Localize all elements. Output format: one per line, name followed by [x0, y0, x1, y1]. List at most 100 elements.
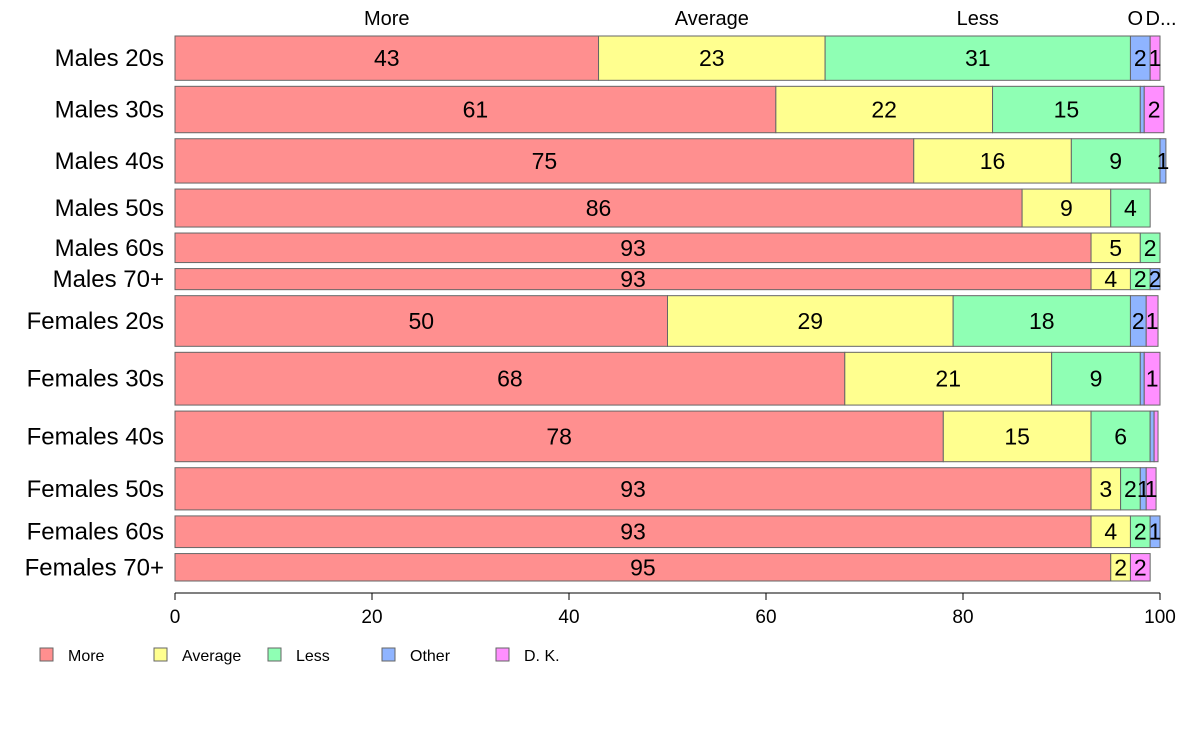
data-label: 93 — [620, 235, 646, 261]
data-label: 29 — [798, 308, 824, 334]
bar-row-females-60s: 93 4 2 1 — [174, 515, 1162, 549]
data-label: 21 — [935, 366, 961, 392]
column-header-other: O — [1128, 8, 1144, 30]
row-label: Females 60s — [27, 519, 164, 546]
data-label: 1 — [1149, 45, 1162, 71]
bar-segment-average — [775, 85, 994, 134]
legend-item-d-k: D. K. — [495, 647, 560, 665]
row-labels-group: Males 20s Males 30s Males 40s Males 50s Male… — [25, 45, 164, 581]
data-label: 6 — [1114, 423, 1127, 449]
bar-segment-d-k — [1145, 295, 1159, 347]
legend-item-more: More — [39, 647, 105, 665]
data-label: 61 — [463, 97, 489, 123]
bar-segment-more — [174, 138, 915, 184]
bar-segment-more — [174, 188, 1023, 228]
data-label: 50 — [408, 308, 434, 334]
bar-row-females-30s: 68 21 9 1 — [174, 351, 1161, 406]
bar-segment-less — [992, 85, 1141, 134]
data-label: 22 — [871, 97, 897, 123]
data-label: 2 — [1134, 45, 1147, 71]
column-header-d-k: D... — [1146, 8, 1177, 30]
data-label: 1 — [1145, 476, 1158, 502]
data-label: 2 — [1132, 308, 1145, 334]
data-label: 9 — [1090, 366, 1103, 392]
data-label: 75 — [532, 148, 558, 174]
data-label: 2 — [1148, 97, 1161, 123]
row-label: Males 50s — [55, 195, 164, 222]
x-tick-label: 40 — [558, 607, 579, 628]
data-label: 9 — [1060, 195, 1073, 221]
row-label: Males 20s — [55, 45, 164, 72]
data-label: 43 — [374, 45, 400, 71]
bars-group: 43 23 31 2 161 22 15 275 16 9 186 9 493 5 293 4 2 250 29 18… — [174, 35, 1169, 582]
bar-segment-average — [1090, 467, 1122, 511]
column-header-more: More — [364, 8, 410, 30]
data-label: 15 — [1054, 97, 1080, 123]
bar-segment-more — [174, 295, 668, 347]
bar-row-females-40s: 78 15 6 — [174, 410, 1159, 463]
data-label: 2 — [1134, 266, 1147, 292]
legend-label: Less — [296, 648, 330, 665]
bar-segment-more — [174, 35, 600, 81]
row-label: Males 40s — [55, 148, 164, 175]
legend-label: D. K. — [524, 648, 560, 665]
bar-row-females-20s: 50 29 18 2 1 — [174, 295, 1159, 347]
data-label: 15 — [1004, 423, 1030, 449]
bar-segment-more — [174, 410, 944, 463]
data-label: 3 — [1099, 476, 1112, 502]
bar-row-females-50s: 93 3 2 11 — [174, 467, 1158, 511]
data-label: 18 — [1029, 308, 1055, 334]
bar-segment-less — [1139, 232, 1161, 264]
data-label: 16 — [980, 148, 1006, 174]
legend: More Average Less Other D. K. — [39, 647, 560, 665]
column-header-less: Less — [957, 8, 999, 30]
bar-segment-average — [667, 295, 954, 347]
legend-item-average: Average — [153, 647, 241, 665]
bar-segment-other — [1149, 410, 1155, 463]
row-label: Females 50s — [27, 476, 164, 503]
data-label: 1 — [1149, 519, 1162, 545]
row-label: Females 40s — [27, 423, 164, 450]
data-label: 31 — [965, 45, 991, 71]
bar-segment-other — [1159, 138, 1167, 184]
bar-segment-d-k — [1153, 410, 1159, 463]
bar-segment-more — [174, 515, 1092, 549]
legend-swatch — [495, 647, 510, 662]
bar-segment-average — [913, 138, 1072, 184]
bar-segment-more — [174, 85, 777, 134]
legend-label: Other — [410, 648, 451, 665]
row-label: Males 70+ — [53, 266, 164, 293]
data-label: 78 — [546, 423, 572, 449]
column-header-average: Average — [675, 8, 749, 30]
data-label: 1 — [1146, 366, 1159, 392]
bar-segment-average — [942, 410, 1092, 463]
data-label: 23 — [699, 45, 725, 71]
data-label: 2 — [1144, 235, 1157, 261]
row-label: Females 30s — [27, 366, 164, 393]
bar-segment-average — [844, 351, 1053, 406]
bar-segment-d-k — [1129, 553, 1151, 582]
bar-row-males-20s: 43 23 31 2 1 — [174, 35, 1162, 81]
data-label: 9 — [1109, 148, 1122, 174]
data-label: 2 — [1124, 476, 1137, 502]
x-tick-label: 80 — [952, 607, 973, 628]
bar-row-males-60s: 93 5 2 — [174, 232, 1161, 264]
data-label: 2 — [1134, 554, 1147, 580]
bar-segment-more — [174, 351, 846, 406]
data-label: 2 — [1149, 266, 1162, 292]
data-label: 4 — [1124, 195, 1137, 221]
bar-segment-average — [598, 35, 826, 81]
data-label: 95 — [630, 554, 656, 580]
data-label: 68 — [497, 366, 523, 392]
x-tick-label: 20 — [361, 607, 382, 628]
data-label: 2 — [1114, 554, 1127, 580]
bar-segment-more — [174, 553, 1112, 582]
bar-row-males-40s: 75 16 9 1 — [174, 138, 1169, 184]
x-tick-label: 60 — [755, 607, 776, 628]
row-label: Females 20s — [27, 308, 164, 335]
bar-segment-d-k — [1145, 467, 1157, 511]
bar-segment-other — [1139, 351, 1145, 406]
bar-segment-other — [1149, 268, 1161, 291]
legend-swatch — [381, 647, 396, 662]
